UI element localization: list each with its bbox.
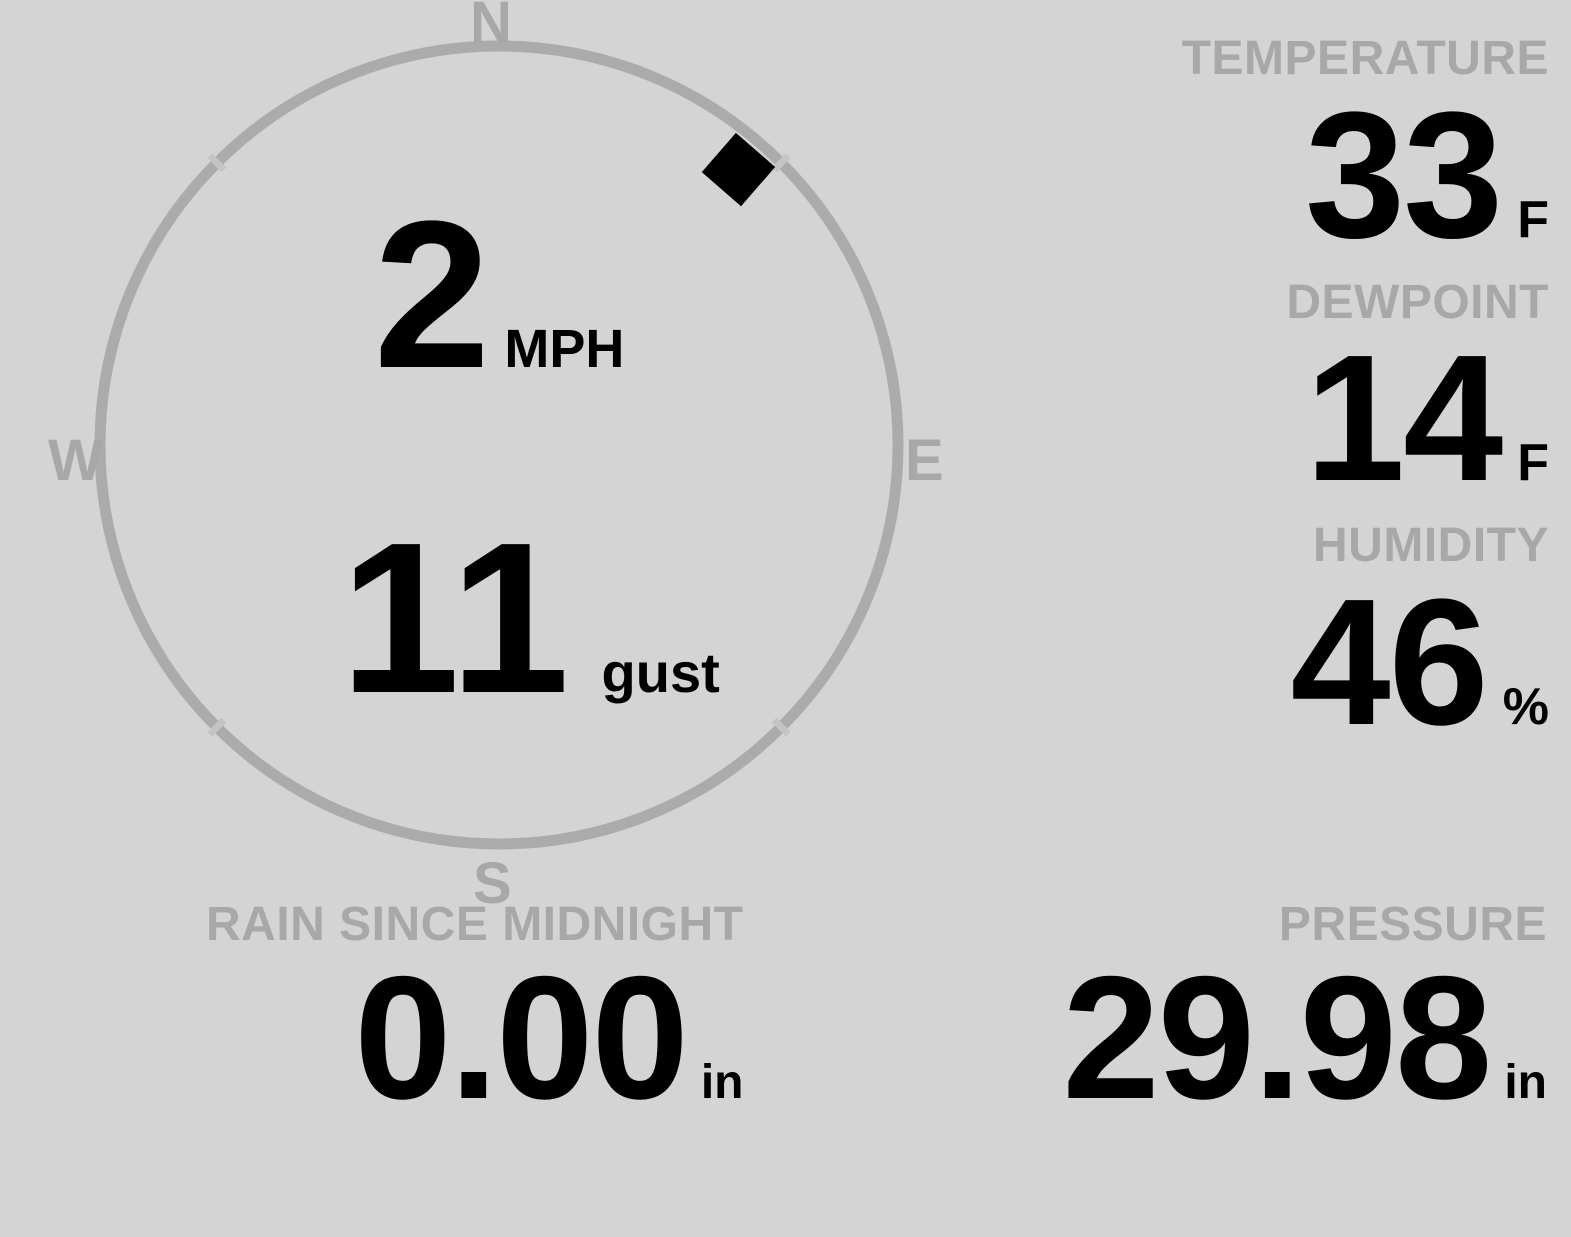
compass-label-south: S xyxy=(473,851,512,916)
humidity-unit: % xyxy=(1502,677,1549,736)
compass-ring-icon xyxy=(94,40,904,850)
humidity-readout: 46 % xyxy=(989,571,1549,755)
stat-block-rain: RAIN SINCE MIDNIGHT 0.00 in xyxy=(0,900,804,1170)
compass-label-north: N xyxy=(470,0,512,55)
bottom-row: RAIN SINCE MIDNIGHT 0.00 in PRESSURE 29.… xyxy=(0,900,1571,1170)
compass-tick-marks xyxy=(207,153,791,737)
compass-dial xyxy=(94,40,904,850)
pressure-unit: in xyxy=(1504,1055,1547,1109)
stat-block-dewpoint: DEWPOINT 14 F xyxy=(989,275,1549,512)
dewpoint-readout: 14 F xyxy=(989,327,1549,511)
compass-label-west: W xyxy=(48,428,103,493)
temperature-label: TEMPERATURE xyxy=(1181,32,1549,85)
temperature-value: 33 xyxy=(1305,74,1503,276)
dewpoint-label: DEWPOINT xyxy=(1286,275,1549,329)
wind-gust-readout: 11 gust xyxy=(0,510,1060,725)
wind-compass-panel: N E S W 2 MPH 11 gust xyxy=(0,0,1000,913)
wind-direction-marker-icon xyxy=(701,132,776,207)
temperature-unit: F xyxy=(1517,190,1549,249)
pressure-value: 29.98 xyxy=(1062,940,1492,1136)
wind-speed-readout: 2 MPH xyxy=(0,190,998,400)
wind-gust-value: 11 xyxy=(340,497,572,738)
rain-readout: 0.00 in xyxy=(0,940,744,1136)
dewpoint-unit: F xyxy=(1517,434,1549,493)
humidity-label: HUMIDITY xyxy=(1313,519,1549,572)
stat-block-temperature: TEMPERATURE 33 F xyxy=(989,34,1549,268)
wind-speed-unit: MPH xyxy=(504,319,625,379)
stat-block-humidity: HUMIDITY 46 % xyxy=(989,521,1549,755)
rain-unit: in xyxy=(700,1055,744,1109)
dewpoint-value: 14 xyxy=(1305,318,1503,520)
rain-label: RAIN SINCE MIDNIGHT xyxy=(206,898,744,951)
temperature-readout: 33 F xyxy=(989,84,1549,268)
pressure-label: PRESSURE xyxy=(1278,898,1547,951)
stat-block-pressure: PRESSURE 29.98 in xyxy=(804,900,1571,1170)
rain-value: 0.00 xyxy=(354,940,689,1136)
humidity-value: 46 xyxy=(1290,561,1489,763)
wind-gust-unit: gust xyxy=(601,641,720,704)
stats-column: TEMPERATURE 33 F DEWPOINT 14 F HUMIDITY … xyxy=(989,34,1549,765)
pressure-readout: 29.98 in xyxy=(804,940,1547,1136)
wind-speed-value: 2 xyxy=(373,177,491,412)
compass-label-east: E xyxy=(905,428,944,493)
